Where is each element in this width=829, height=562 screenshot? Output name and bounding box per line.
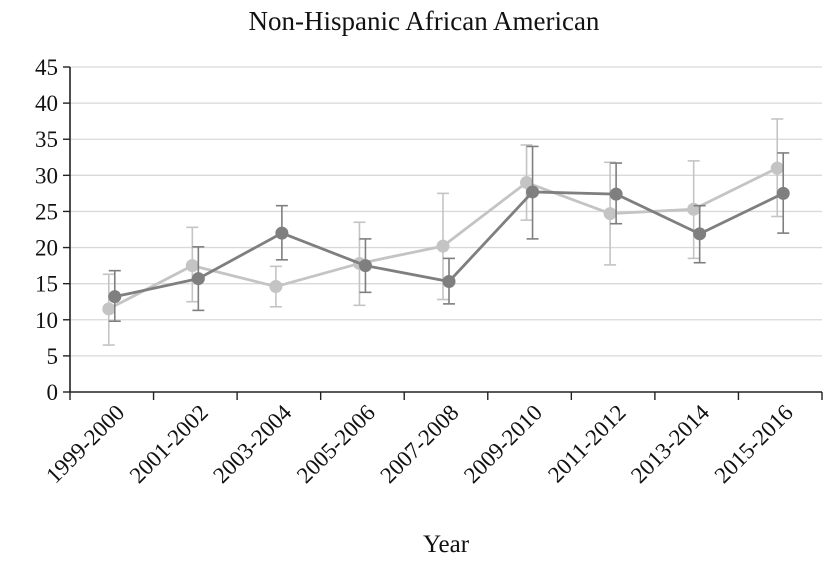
x-tick-label: 2009-2010 [459, 400, 547, 488]
y-tick-label: 30 [35, 163, 58, 188]
data-point [693, 227, 707, 241]
data-point [526, 185, 540, 199]
data-point [609, 187, 623, 201]
y-tick-label: 20 [35, 236, 58, 261]
data-point [358, 259, 372, 273]
data-point [269, 280, 283, 294]
chart-title: Non-Hispanic African American [249, 6, 600, 36]
grid-lines [70, 66, 822, 357]
data-point [442, 275, 456, 288]
y-tick-label: 35 [35, 127, 58, 152]
data-point [102, 302, 116, 316]
data-point [275, 226, 289, 240]
y-tick-label: 0 [47, 380, 59, 405]
data-point [520, 176, 534, 190]
x-tick-label: 2015-2016 [710, 400, 798, 488]
data-point [687, 202, 701, 216]
y-tick-label: 15 [35, 272, 58, 297]
series-layer [102, 118, 790, 346]
x-axis-label: Year [423, 531, 470, 558]
axes: 0 5 10 15 20 25 30 35 40 45 1999-20002001-20022003… [35, 55, 823, 489]
x-tick-label: 2011-2012 [543, 400, 631, 488]
data-point [436, 239, 450, 253]
y-tick-label: 25 [35, 199, 58, 224]
y-tick-label: 40 [35, 91, 58, 116]
data-point [191, 272, 205, 286]
data-point [776, 186, 790, 200]
series-1 [102, 118, 784, 346]
data-point [185, 259, 199, 273]
y-tick-label: 10 [35, 308, 58, 333]
x-tick-label: 2005-2006 [292, 400, 380, 488]
x-tick-label: 1999-2000 [41, 400, 129, 488]
x-tick-label: 2001-2002 [125, 400, 213, 488]
data-point [108, 290, 122, 304]
y-tick-label: 5 [47, 344, 59, 369]
x-tick-label: 2007-2008 [375, 400, 463, 488]
x-tick-label: 2003-2004 [208, 400, 297, 489]
y-tick-label: 45 [35, 55, 58, 80]
series-2 [108, 145, 790, 323]
data-point [603, 207, 617, 221]
data-point [770, 161, 784, 175]
x-tick-label: 2013-2014 [626, 400, 715, 489]
